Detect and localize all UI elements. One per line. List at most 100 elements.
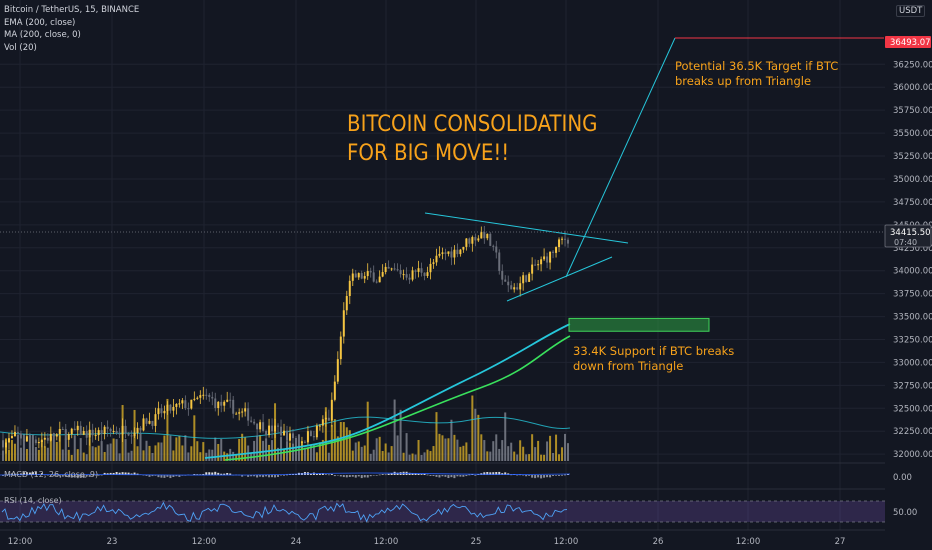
volume-bar [34, 446, 37, 461]
candle-body [348, 280, 351, 297]
volume-ma [0, 416, 571, 439]
candle-body [432, 262, 435, 264]
volume-bar [336, 436, 339, 461]
price-tick-label: 36000.00 [893, 83, 932, 93]
macd-histogram-bar [88, 475, 91, 477]
candle-body [519, 283, 522, 290]
candle-body [528, 273, 531, 282]
volume-bar [303, 447, 306, 461]
candle-body [238, 412, 241, 414]
volume-bar [321, 439, 324, 461]
time-tick-label: 12:00 [8, 537, 33, 547]
volume-bar [46, 447, 49, 461]
volume-bar [97, 445, 100, 461]
time-tick-label: 26 [653, 537, 664, 547]
candle-body [405, 274, 408, 278]
macd-histogram-bar [438, 475, 441, 478]
volume-bar [516, 454, 519, 461]
macd-histogram-bar [208, 472, 211, 475]
macd-histogram-bar [537, 475, 540, 478]
volume-bar [16, 434, 19, 461]
candle-body [429, 263, 432, 273]
candle-body [543, 256, 546, 260]
macd-histogram-bar [552, 475, 555, 476]
macd-histogram-bar [223, 473, 226, 475]
candle-body [112, 430, 115, 432]
macd-histogram-bar [52, 475, 55, 477]
candle-body [181, 400, 184, 404]
price-axis[interactable]: 36250.00 36000.00 35750.00 35500.00 35250.00… [884, 0, 932, 550]
candle-body [324, 417, 327, 420]
volume-bar [118, 453, 121, 461]
candle-body [100, 430, 103, 435]
candle-body [423, 272, 426, 276]
candle-body [516, 287, 519, 290]
volume-bar [253, 440, 256, 461]
macd-histogram-bar [40, 473, 43, 475]
volume-bar [181, 445, 184, 461]
macd-histogram-bar [339, 475, 342, 477]
macd-histogram-bar [124, 472, 127, 475]
legend-symbol[interactable]: Bitcoin / TetherUS, 15, BINANCE [4, 5, 140, 15]
volume-bar [453, 434, 456, 461]
candle-body [498, 252, 501, 271]
volume-bar [513, 451, 516, 461]
currency-unit-button[interactable]: USDT [896, 5, 926, 17]
candle-body [235, 413, 238, 415]
macd-histogram-bar [13, 473, 16, 475]
candle-body [241, 411, 244, 413]
candle-countdown-label: 07:40 [894, 238, 917, 247]
macd-histogram-bar [432, 475, 435, 477]
macd-histogram-bar [414, 473, 417, 475]
candle-body [61, 429, 64, 431]
legend-ema[interactable]: EMA (200, close) [4, 17, 76, 28]
user-drawings[interactable] [0, 37, 885, 332]
macd-histogram-bar [103, 472, 106, 475]
volume-bar [241, 433, 244, 461]
candle-body [58, 429, 61, 435]
legend-ma[interactable]: MA (200, close, 0) [4, 30, 81, 40]
legend-volume[interactable]: Vol (20) [4, 42, 37, 53]
time-tick-label: 12:00 [554, 537, 579, 547]
macd-histogram-bar [495, 472, 498, 475]
candle-body [277, 425, 280, 427]
macd-histogram-bar [70, 475, 73, 478]
macd-legend[interactable]: MACD (12, 26, close, 9) [4, 470, 99, 479]
candle-body [106, 426, 109, 429]
candle-body [345, 296, 348, 311]
candle-body [435, 255, 438, 263]
candle-body [280, 426, 283, 436]
target-price-tag [885, 36, 931, 49]
price-tick-label: 32000.00 [893, 450, 932, 460]
candle-body [199, 395, 202, 398]
time-axis[interactable]: 12:00 23 12:00 24 12:00 25 12:00 26 12:00 27 [8, 537, 846, 547]
macd-histogram-bar [486, 472, 489, 475]
volume-bar [73, 435, 76, 461]
volume-bar [61, 449, 64, 461]
candle-body [567, 239, 570, 244]
macd-histogram-bar [348, 475, 351, 477]
price-tick-label: 34250.00 [893, 244, 932, 254]
price-axis-bg [885, 0, 932, 550]
candle-body [190, 399, 193, 409]
macd-histogram-bar [309, 473, 312, 475]
macd-histogram-bar [115, 471, 118, 475]
macd-histogram-bar [127, 472, 130, 475]
macd-histogram-bar [247, 475, 250, 477]
candle-body [187, 408, 190, 410]
price-tick-label: 32500.00 [893, 404, 932, 414]
macd-histogram-bar [504, 472, 507, 475]
volume-bar [450, 419, 453, 461]
volume-bar [208, 449, 211, 461]
macd-histogram-bar [474, 474, 477, 476]
rsi-legend[interactable]: RSI (14, close) [4, 496, 62, 505]
candle-body [495, 246, 498, 253]
volume-bar [468, 454, 471, 461]
volume-bar [172, 450, 175, 461]
macd-histogram-bar [178, 475, 181, 477]
price-tick-label: 35750.00 [893, 106, 932, 116]
macd-histogram-bar [97, 475, 100, 476]
volume-bar [495, 434, 498, 461]
candle-body [229, 399, 232, 401]
